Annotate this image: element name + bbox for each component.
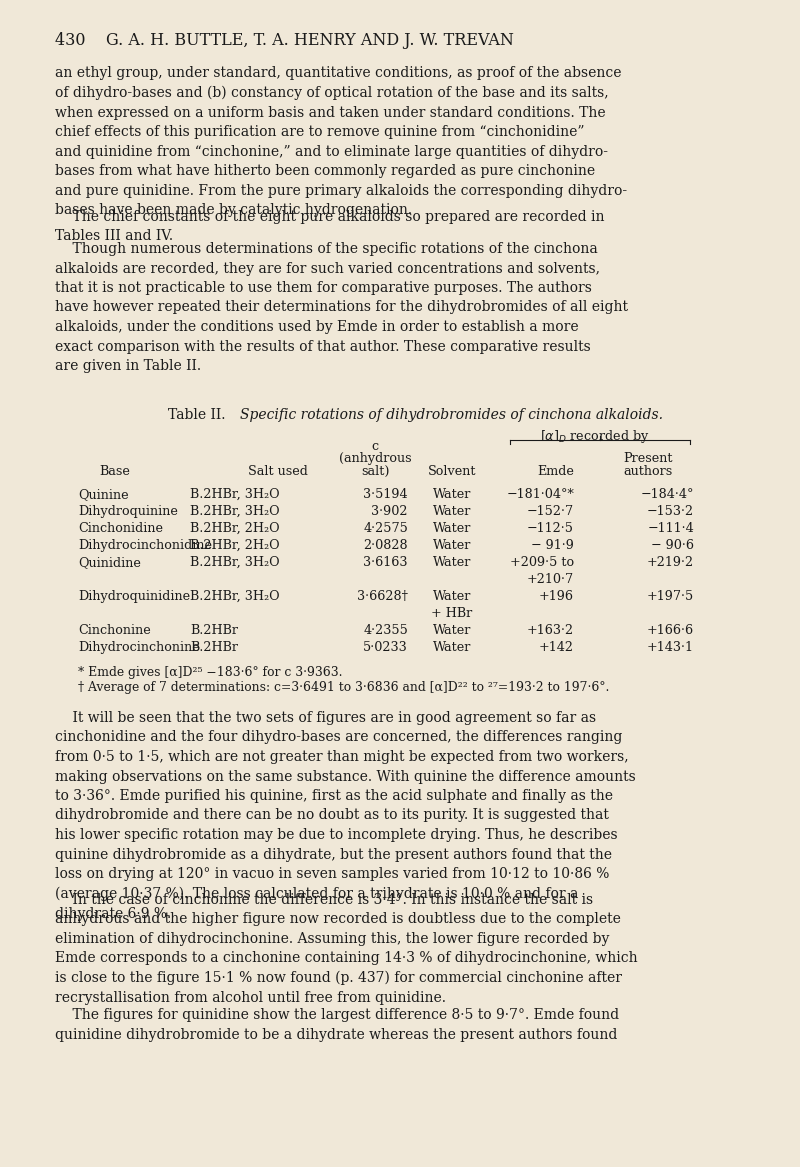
Text: Emde: Emde <box>538 464 574 478</box>
Text: Salt used: Salt used <box>248 464 308 478</box>
Text: Dihydrocinchonidine: Dihydrocinchonidine <box>78 539 212 552</box>
Text: +219·2: +219·2 <box>647 555 694 569</box>
Text: 430    G. A. H. BUTTLE, T. A. HENRY AND J. W. TREVAN: 430 G. A. H. BUTTLE, T. A. HENRY AND J. … <box>55 32 514 49</box>
Text: B.2HBr: B.2HBr <box>190 641 238 654</box>
Text: salt): salt) <box>361 464 390 478</box>
Text: Solvent: Solvent <box>428 464 476 478</box>
Text: −153·2: −153·2 <box>647 505 694 518</box>
Text: Water: Water <box>433 555 471 569</box>
Text: 3·902: 3·902 <box>371 505 408 518</box>
Text: Water: Water <box>433 539 471 552</box>
Text: Present: Present <box>623 452 673 464</box>
Text: Specific rotations of dihydrobromides of cinchona alkaloids.: Specific rotations of dihydrobromides of… <box>240 408 663 422</box>
Text: +197·5: +197·5 <box>646 591 694 603</box>
Text: B.2HBr, 3H₂O: B.2HBr, 3H₂O <box>190 555 280 569</box>
Text: −152·7: −152·7 <box>527 505 574 518</box>
Text: 3·6163: 3·6163 <box>363 555 408 569</box>
Text: 3·5194: 3·5194 <box>363 488 408 501</box>
Text: −112·5: −112·5 <box>527 522 574 534</box>
Text: † Average of 7 determinations: c=3·6491 to 3·6836 and [α]D²² to ²⁷=193·2 to 197·: † Average of 7 determinations: c=3·6491 … <box>78 682 610 694</box>
Text: +196: +196 <box>539 591 574 603</box>
Text: Table II.: Table II. <box>168 408 226 422</box>
Text: B.2HBr, 3H₂O: B.2HBr, 3H₂O <box>190 488 280 501</box>
Text: B.2HBr, 3H₂O: B.2HBr, 3H₂O <box>190 505 280 518</box>
Text: 3·6628†: 3·6628† <box>357 591 408 603</box>
Text: + HBr: + HBr <box>431 607 473 620</box>
Text: 4·2575: 4·2575 <box>363 522 408 534</box>
Text: +166·6: +166·6 <box>647 624 694 637</box>
Text: c: c <box>371 440 378 453</box>
Text: Water: Water <box>433 505 471 518</box>
Text: The figures for quinidine show the largest difference 8·5 to 9·7°. Emde found
qu: The figures for quinidine show the large… <box>55 1008 619 1041</box>
Text: +143·1: +143·1 <box>647 641 694 654</box>
Text: 4·2355: 4·2355 <box>363 624 408 637</box>
Text: Base: Base <box>99 464 130 478</box>
Text: Dihydroquinine: Dihydroquinine <box>78 505 178 518</box>
Text: Cinchonidine: Cinchonidine <box>78 522 163 534</box>
Text: an ethyl group, under standard, quantitative conditions, as proof of the absence: an ethyl group, under standard, quantita… <box>55 67 627 217</box>
Text: Water: Water <box>433 488 471 501</box>
Text: B.2HBr, 3H₂O: B.2HBr, 3H₂O <box>190 591 280 603</box>
Text: B.2HBr: B.2HBr <box>190 624 238 637</box>
Text: Dihydrocinchonine: Dihydrocinchonine <box>78 641 200 654</box>
Text: −184·4°: −184·4° <box>641 488 694 501</box>
Text: Cinchonine: Cinchonine <box>78 624 150 637</box>
Text: Quinine: Quinine <box>78 488 129 501</box>
Text: The chief constants of the eight pure alkaloids so prepared are recorded in
Tabl: The chief constants of the eight pure al… <box>55 210 605 244</box>
Text: In the case of cinchonine the difference is 3·4°. In this instance the salt is
a: In the case of cinchonine the difference… <box>55 893 638 1005</box>
Text: +163·2: +163·2 <box>527 624 574 637</box>
Text: 5·0233: 5·0233 <box>363 641 408 654</box>
Text: * Emde gives [α]D²⁵ −183·6° for c 3·9363.: * Emde gives [α]D²⁵ −183·6° for c 3·9363… <box>78 666 342 679</box>
Text: −111·4: −111·4 <box>647 522 694 534</box>
Text: Though numerous determinations of the specific rotations of the cinchona
alkaloi: Though numerous determinations of the sp… <box>55 242 628 373</box>
Text: Dihydroquinidine: Dihydroquinidine <box>78 591 190 603</box>
Text: B.2HBr, 2H₂O: B.2HBr, 2H₂O <box>190 522 280 534</box>
Text: B.2HBr, 2H₂O: B.2HBr, 2H₂O <box>190 539 280 552</box>
Text: − 90·6: − 90·6 <box>651 539 694 552</box>
Text: +210·7: +210·7 <box>527 573 574 586</box>
Text: It will be seen that the two sets of figures are in good agreement so far as
cin: It will be seen that the two sets of fig… <box>55 711 636 921</box>
Text: Water: Water <box>433 641 471 654</box>
Text: Water: Water <box>433 522 471 534</box>
Text: Quinidine: Quinidine <box>78 555 141 569</box>
Text: −181·04°*: −181·04°* <box>506 488 574 501</box>
Text: Water: Water <box>433 624 471 637</box>
Text: (anhydrous: (anhydrous <box>338 452 411 464</box>
Text: $[\alpha]_D$ recorded by: $[\alpha]_D$ recorded by <box>540 428 650 445</box>
Text: authors: authors <box>623 464 673 478</box>
Text: 2·0828: 2·0828 <box>363 539 408 552</box>
Text: +142: +142 <box>539 641 574 654</box>
Text: − 91·9: − 91·9 <box>531 539 574 552</box>
Text: +209·5 to: +209·5 to <box>510 555 574 569</box>
Text: Water: Water <box>433 591 471 603</box>
